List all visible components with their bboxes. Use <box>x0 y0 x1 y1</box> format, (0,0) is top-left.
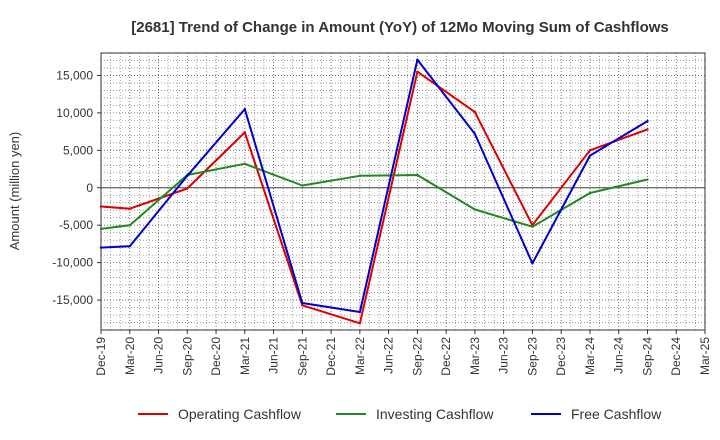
data-point-operating-cashflow <box>473 110 477 114</box>
data-point-operating-cashflow <box>243 131 247 134</box>
x-tick-label: Jun-24 <box>612 337 626 374</box>
x-tick-label: Mar-21 <box>238 337 252 375</box>
x-tick-label: Mar-25 <box>698 337 712 375</box>
data-point-operating-cashflow <box>128 207 131 210</box>
legend-item-investing-cashflow: Investing Cashflow <box>336 406 494 422</box>
data-point-free-cashflow <box>186 174 189 177</box>
x-tick-label: Jun-20 <box>152 337 166 374</box>
y-tick-label: 15,000 <box>56 68 93 82</box>
data-point-free-cashflow <box>531 262 534 265</box>
legend-label: Operating Cashflow <box>178 406 302 422</box>
grid-layer <box>100 52 706 331</box>
x-tick-label: Dec-21 <box>324 337 338 376</box>
x-tick-label: Sep-22 <box>410 337 424 376</box>
y-axis-title: Amount (million yen) <box>7 132 22 251</box>
data-point-free-cashflow <box>473 132 477 136</box>
data-point-operating-cashflow <box>301 304 304 307</box>
x-tick-label: Mar-20 <box>123 337 137 375</box>
axes-layer: -15,000 -10,000 -5,000 0 5,000 10,000 15,000 De… <box>52 52 712 376</box>
data-point-operating-cashflow <box>186 187 189 190</box>
data-point-operating-cashflow <box>358 322 362 325</box>
data-point-investing-cashflow <box>128 223 131 227</box>
data-point-free-cashflow <box>358 310 362 314</box>
data-point-free-cashflow <box>588 154 592 157</box>
data-point-free-cashflow <box>416 58 419 61</box>
x-tick-label: Dec-22 <box>439 337 453 376</box>
x-tick-label: Dec-23 <box>554 337 568 376</box>
legend-item-free-cashflow: Free Cashflow <box>531 406 662 422</box>
series-layer <box>99 58 649 325</box>
x-tick-label: Sep-24 <box>640 337 654 376</box>
data-point-investing-cashflow <box>301 184 304 187</box>
data-point-operating-cashflow <box>588 149 592 152</box>
data-point-investing-cashflow <box>646 178 649 181</box>
data-point-free-cashflow <box>646 119 649 123</box>
x-tick-label: Jun-23 <box>497 337 511 374</box>
x-tick-label: Mar-24 <box>583 337 597 375</box>
data-point-investing-cashflow <box>99 227 103 231</box>
y-tick-label: -5,000 <box>59 218 93 232</box>
x-tick-label: Sep-21 <box>295 337 309 376</box>
y-tick-label: -10,000 <box>52 256 93 270</box>
plot-frame <box>100 52 706 331</box>
legend-label: Investing Cashflow <box>376 406 494 422</box>
y-tick-label: 5,000 <box>63 143 93 157</box>
y-tick-label: -15,000 <box>52 293 93 307</box>
data-point-investing-cashflow <box>243 162 247 165</box>
legend-item-operating-cashflow: Operating Cashflow <box>138 406 302 422</box>
data-point-operating-cashflow <box>99 205 103 208</box>
x-tick-label: Dec-24 <box>669 337 683 376</box>
y-tick-label: 0 <box>86 181 93 195</box>
x-tick-label: Mar-23 <box>468 337 482 375</box>
chart-title: [2681] Trend of Change in Amount (YoY) o… <box>131 19 669 36</box>
x-tick-label: Mar-22 <box>353 337 367 375</box>
legend: Operating Cashflow Investing Cashflow Free… <box>138 406 662 422</box>
data-point-operating-cashflow <box>646 128 649 131</box>
data-point-investing-cashflow <box>531 225 534 228</box>
x-tick-label: Sep-23 <box>525 337 539 376</box>
x-tick-label: Dec-20 <box>209 337 223 376</box>
y-tick-label: 10,000 <box>56 106 93 120</box>
data-point-investing-cashflow <box>358 174 362 177</box>
legend-label: Free Cashflow <box>571 406 662 422</box>
plot-background <box>101 53 705 330</box>
data-point-free-cashflow <box>99 246 103 249</box>
data-point-investing-cashflow <box>588 191 592 195</box>
x-tick-label: Jun-22 <box>382 337 396 374</box>
x-tick-label: Sep-20 <box>180 337 194 376</box>
data-point-free-cashflow <box>301 301 304 305</box>
data-point-investing-cashflow <box>416 173 419 177</box>
data-point-free-cashflow <box>243 107 247 111</box>
data-point-operating-cashflow <box>416 70 419 73</box>
x-tick-label: Dec-19 <box>94 337 108 376</box>
x-tick-label: Jun-21 <box>267 337 281 374</box>
data-point-free-cashflow <box>128 244 131 248</box>
data-point-investing-cashflow <box>473 208 477 211</box>
